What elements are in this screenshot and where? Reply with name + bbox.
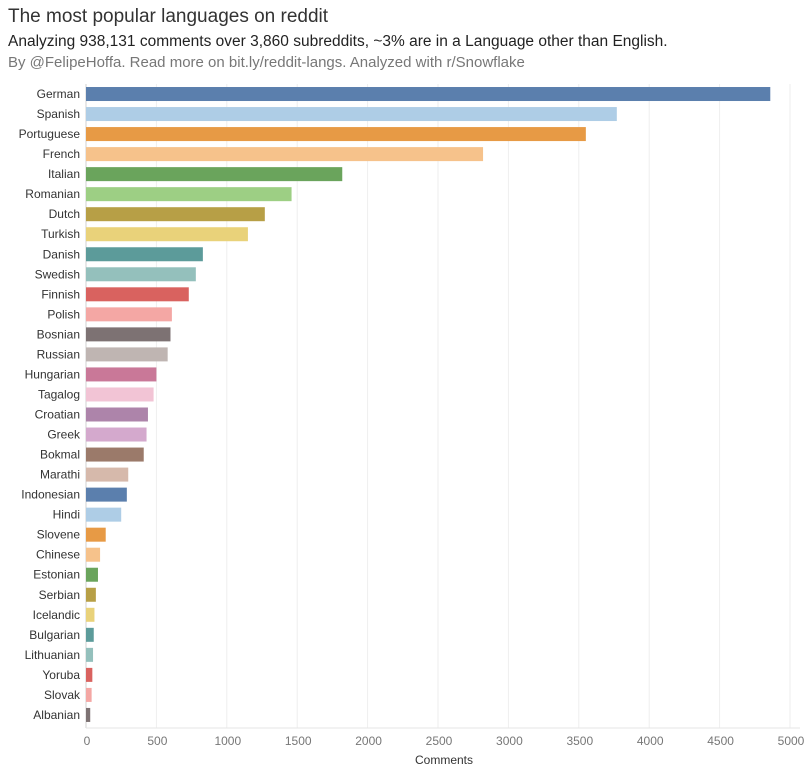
category-label: Bokmal — [40, 448, 80, 462]
category-label: French — [43, 147, 80, 161]
category-label: Albanian — [33, 708, 80, 722]
category-label: Hindi — [53, 508, 80, 522]
bar-bosnian — [86, 327, 171, 342]
bar-slovak — [86, 687, 92, 702]
bar-swedish — [86, 267, 196, 282]
bar-polish — [86, 307, 172, 322]
category-label: Indonesian — [21, 488, 80, 502]
category-label: Slovene — [37, 528, 81, 542]
bar-finnish — [86, 287, 189, 302]
bar-spanish — [86, 107, 617, 122]
bar-dutch — [86, 207, 265, 222]
bar-hungarian — [86, 367, 157, 382]
bar-yoruba — [86, 667, 93, 682]
bar-marathi — [86, 467, 129, 482]
category-label: German — [37, 87, 80, 101]
x-tick-label: 5000 — [778, 734, 805, 748]
category-label: Turkish — [41, 227, 80, 241]
category-label: Bulgarian — [29, 628, 80, 642]
category-label: Bosnian — [37, 327, 80, 341]
x-tick-label: 4000 — [637, 734, 664, 748]
x-tick-label: 2500 — [426, 734, 453, 748]
x-tick-label: 1000 — [214, 734, 241, 748]
category-label: Spanish — [37, 107, 80, 121]
x-tick-label: 3000 — [496, 734, 523, 748]
bar-chinese — [86, 547, 101, 562]
bar-french — [86, 147, 484, 162]
bar-russian — [86, 347, 168, 362]
category-label: Danish — [43, 247, 80, 261]
category-label: Polish — [47, 307, 80, 321]
bar-tagalog — [86, 387, 154, 402]
x-tick-label: 1500 — [285, 734, 312, 748]
bar-danish — [86, 247, 203, 262]
x-tick-label: 500 — [147, 734, 167, 748]
bar-croatian — [86, 407, 148, 422]
category-label: Hungarian — [25, 367, 80, 381]
category-label: Finnish — [41, 287, 80, 301]
bar-hindi — [86, 507, 122, 522]
bar-bokmal — [86, 447, 144, 462]
category-label: Estonian — [33, 568, 80, 582]
category-label: Icelandic — [33, 608, 80, 622]
x-tick-label: 4500 — [707, 734, 734, 748]
category-label: Tagalog — [38, 387, 80, 401]
bar-italian — [86, 167, 343, 182]
category-label: Swedish — [35, 267, 80, 281]
category-label: Marathi — [40, 468, 80, 482]
bar-icelandic — [86, 607, 95, 622]
category-label: Lithuanian — [25, 648, 80, 662]
chart-title: The most popular languages on reddit — [8, 6, 329, 27]
x-axis-title: Comments — [415, 753, 473, 767]
bar-lithuanian — [86, 647, 94, 662]
category-label: Greek — [47, 428, 81, 442]
category-label: Dutch — [49, 207, 80, 221]
category-label: Croatian — [35, 407, 80, 421]
category-label: Portuguese — [19, 127, 81, 141]
x-tick-label: 0 — [84, 734, 91, 748]
bar-albanian — [86, 707, 91, 722]
x-tick-label: 3500 — [566, 734, 593, 748]
category-label: Italian — [48, 167, 80, 181]
chart-byline: By @FelipeHoffa. Read more on bit.ly/red… — [8, 54, 525, 71]
chart-subtitle: Analyzing 938,131 comments over 3,860 su… — [8, 33, 668, 50]
bar-greek — [86, 427, 147, 442]
category-label: Yoruba — [42, 668, 80, 682]
bar-estonian — [86, 567, 98, 582]
category-label: Slovak — [44, 688, 81, 702]
category-label: Russian — [37, 347, 80, 361]
bar-turkish — [86, 227, 248, 242]
category-label: Serbian — [39, 588, 80, 602]
bar-serbian — [86, 587, 96, 602]
bar-bulgarian — [86, 627, 94, 642]
bar-german — [86, 87, 771, 102]
category-label: Romanian — [25, 187, 80, 201]
bar-portuguese — [86, 127, 586, 142]
bar-indonesian — [86, 487, 127, 502]
bar-romanian — [86, 187, 292, 202]
x-tick-label: 2000 — [355, 734, 382, 748]
category-label: Chinese — [36, 548, 80, 562]
bar-slovene — [86, 527, 106, 542]
